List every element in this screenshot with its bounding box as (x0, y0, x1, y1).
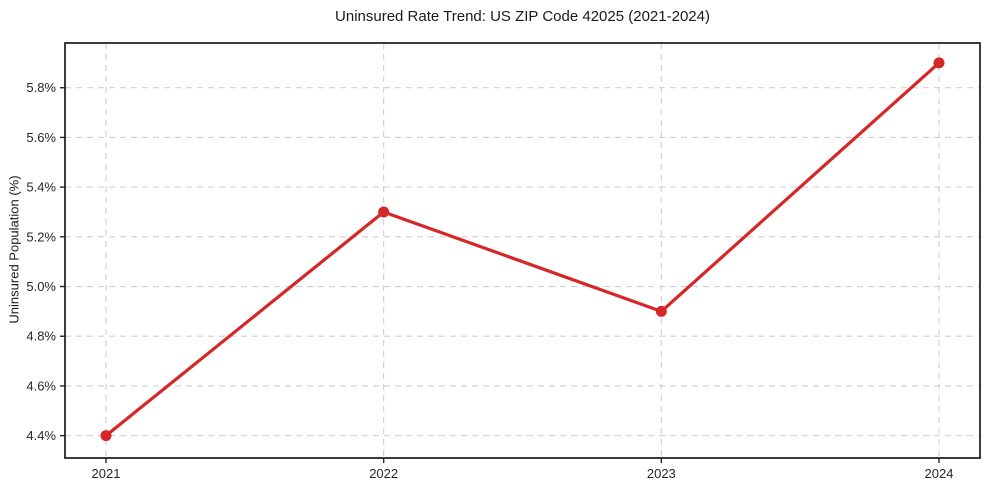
y-axis-label: Uninsured Population (%) (6, 175, 22, 324)
x-tick-label: 2024 (925, 466, 954, 481)
y-tick-label: 5.4% (26, 180, 56, 195)
x-tick-label: 2021 (92, 466, 121, 481)
y-tick-label: 5.2% (26, 229, 56, 244)
data-point (655, 305, 667, 317)
y-tick-label: 5.8% (26, 80, 56, 95)
y-tick-label: 5.6% (26, 130, 56, 145)
chart-title: Uninsured Rate Trend: US ZIP Code 42025 … (335, 8, 710, 25)
y-tick-label: 5.0% (26, 279, 56, 294)
x-tick-label: 2023 (647, 466, 676, 481)
data-point (100, 430, 112, 442)
plot-border (64, 42, 981, 459)
y-tick-label: 4.8% (26, 329, 56, 344)
plot-area: 4.4% 4.6% 4.8% 5.0% 5.2% 5.4% 5.6% 5.8% 2021 2022… (26, 42, 981, 481)
y-tick-label: 4.4% (26, 428, 56, 443)
x-tick-label: 2022 (369, 466, 398, 481)
data-point (378, 206, 390, 218)
y-tick-label: 4.6% (26, 378, 56, 393)
data-point (933, 57, 945, 69)
trend-line (104, 61, 941, 438)
